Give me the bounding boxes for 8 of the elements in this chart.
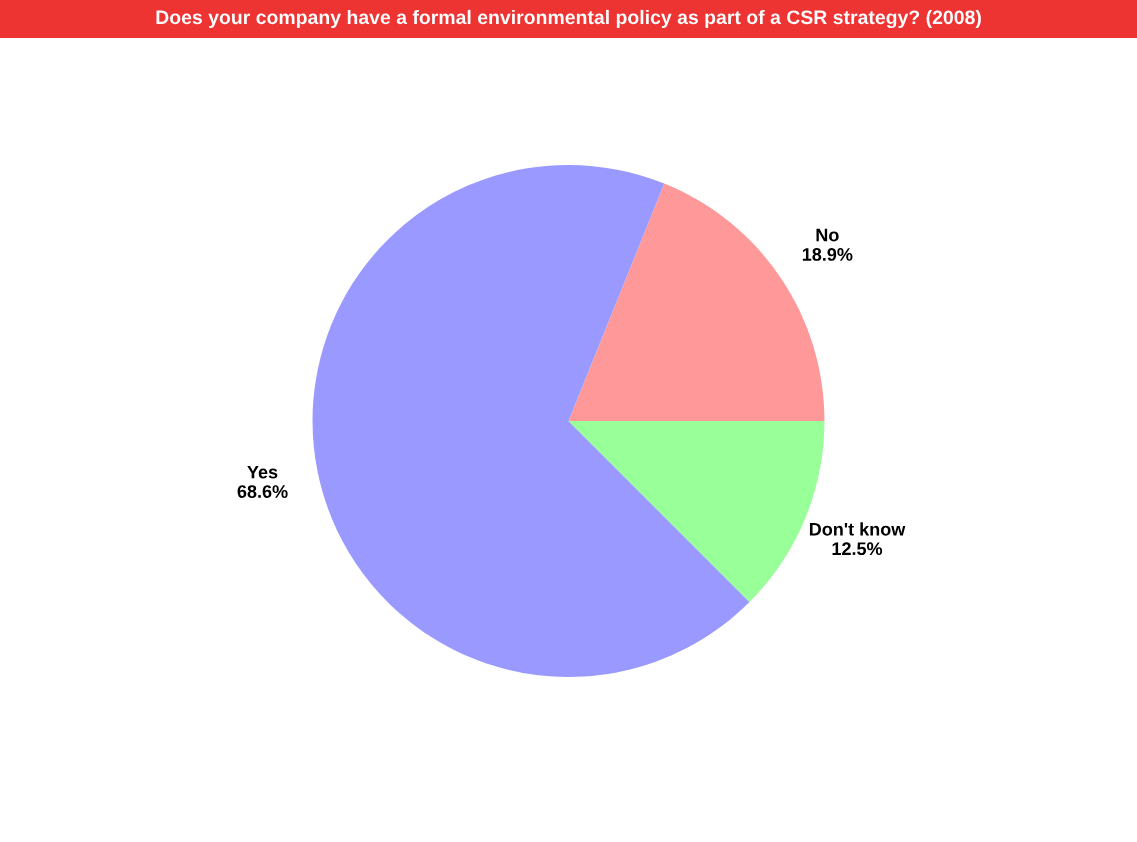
data-label: 12.5% — [832, 542, 883, 556]
slice-label: Yes — [247, 465, 278, 479]
slice-label: Don't know — [809, 522, 906, 536]
chart-title: Does your company have a formal environmental policy as part of a CSR strategy? (2008) — [156, 9, 981, 29]
data-label: 18.9% — [802, 248, 853, 261]
data-label: 68.6% — [237, 485, 288, 498]
pie-slice — [312, 165, 750, 677]
slice-label: No — [816, 228, 839, 242]
